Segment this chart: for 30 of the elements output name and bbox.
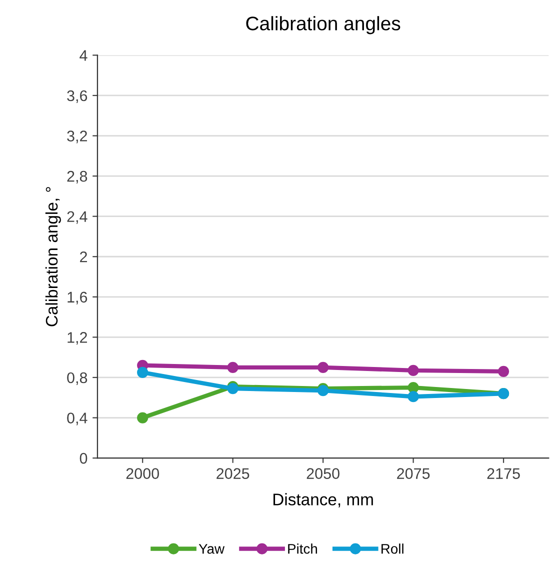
legend-label: Roll [382,544,404,554]
y-tick-label: 2,8 [67,170,88,184]
point [227,362,238,373]
x-tick-label: 2025 [216,468,250,479]
y-tick-label: 1,6 [68,292,88,304]
y-tick-label: 0 [80,452,88,464]
x-tick-label: 2050 [306,468,340,479]
y-tick-label: 0,8 [67,372,88,385]
y-tick-label: 3,6 [67,90,88,103]
x-tick-label: 2075 [397,468,430,479]
y-tick-label: 2,4 [67,211,88,224]
x-axis-title: Distance, mm [273,493,373,508]
y-tick-label: 4 [80,50,88,61]
point [408,382,419,394]
y-tick-label: 3,2 [67,130,87,144]
y-axis-title: Calibration angle, ° [45,187,61,326]
point [137,366,148,378]
point [318,362,329,373]
x-tick-label: 2000 [126,468,159,479]
y-tick-label: 2 [80,251,87,262]
point [498,366,510,377]
legend-label: Yaw [198,544,225,554]
chart-title: Calibration angles [246,16,400,34]
legend-label: Pitch [288,544,317,554]
x-tick-label: 2175 [487,468,520,479]
point [137,412,148,424]
y-tick-label: 0,4 [67,412,88,426]
point [408,364,419,376]
y-tick-label: 1,2 [68,332,87,345]
point [408,391,419,402]
